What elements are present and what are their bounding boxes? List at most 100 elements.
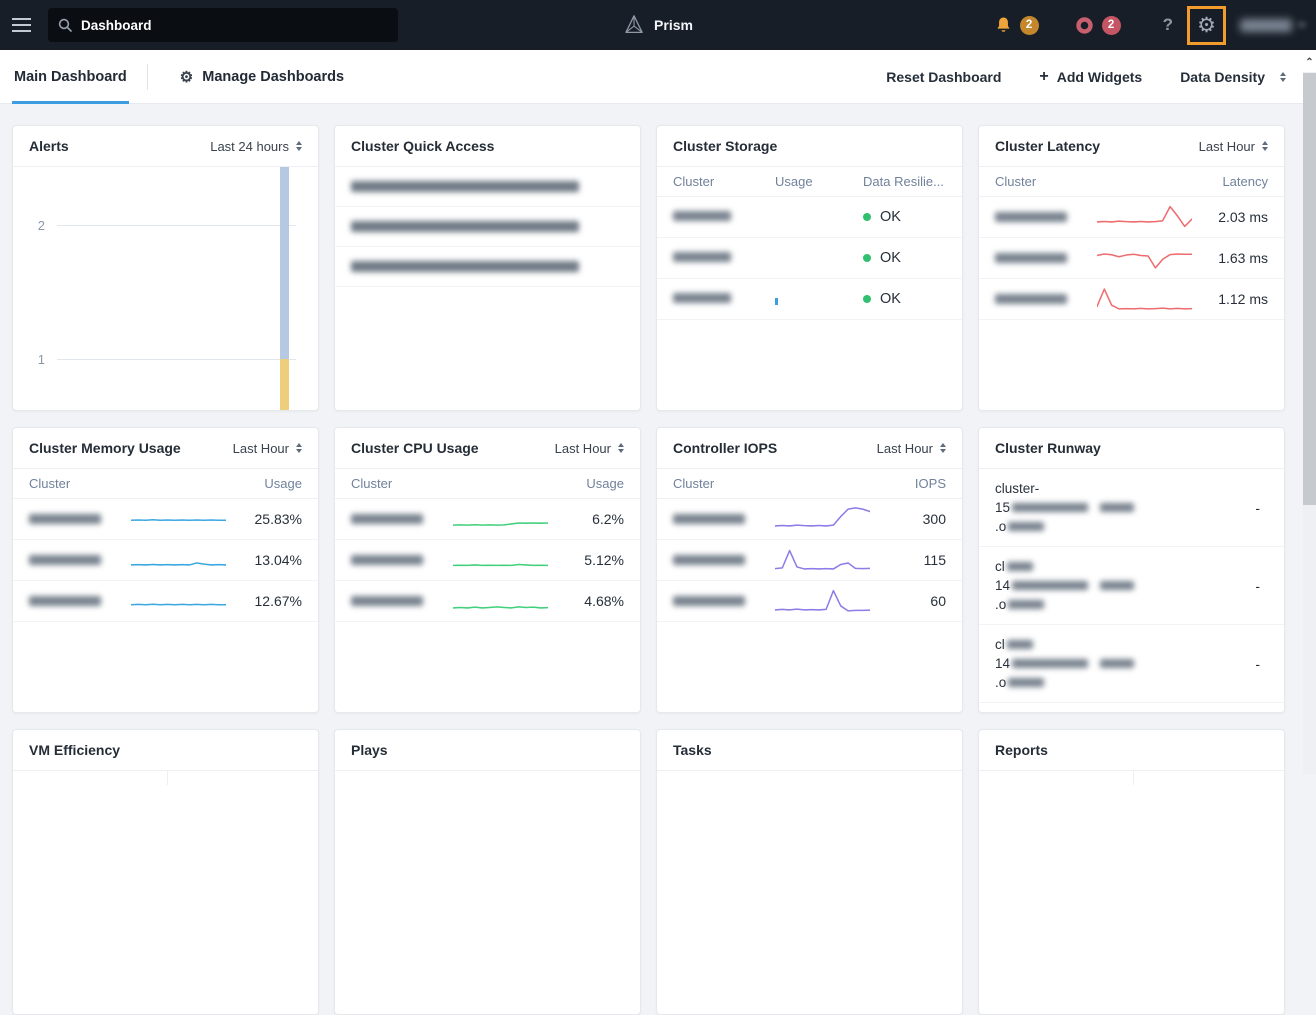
iops-sparkline [775, 507, 870, 527]
table-header: Cluster Latency [979, 167, 1284, 197]
y-tick-2: 2 [37, 218, 45, 233]
table-row: 4.68% [335, 581, 640, 622]
latency-sparkline [1097, 205, 1192, 228]
runway-value: - [1255, 577, 1260, 594]
cluster-link-redacted[interactable] [29, 514, 101, 524]
help-icon[interactable]: ? [1157, 15, 1179, 35]
time-range-value: Last Hour [554, 440, 611, 456]
data-density-button[interactable]: Data Density [1180, 69, 1286, 85]
cluster-link-redacted[interactable] [351, 555, 423, 565]
dashboard-content: Alerts Last 24 hours 2 1 Cluster Quick A… [0, 104, 1316, 1015]
status-text: OK [880, 250, 901, 266]
widget-title: Cluster CPU Usage [351, 440, 479, 456]
tab-manage-dashboards[interactable]: ⚙ Manage Dashboards [178, 50, 346, 104]
alerts-bar-chart: 2 1 [13, 167, 318, 410]
cpu-sparkline [453, 606, 548, 609]
cluster-link-redacted[interactable] [335, 167, 640, 207]
cluster-link-redacted[interactable] [673, 555, 745, 565]
status-ok-dot [863, 295, 871, 303]
widget-cluster-cpu-usage: Cluster CPU Usage Last Hour Cluster Usag… [334, 427, 641, 713]
settings-gear-icon[interactable]: ⚙ [1197, 13, 1216, 37]
latency-time-range-select[interactable]: Last Hour [1199, 139, 1268, 154]
health-count-badge[interactable]: 2 [1101, 15, 1121, 35]
table-row: 1.63 ms [979, 238, 1284, 279]
search-icon [58, 18, 72, 32]
table-row: 300 [657, 499, 962, 540]
chevron-updown-icon [940, 443, 946, 453]
iops-sparkline [775, 549, 870, 570]
alerts-time-range-select[interactable]: Last 24 hours [210, 139, 302, 154]
table-row: 115 [657, 540, 962, 581]
scroll-up-arrow[interactable]: ⌃ [1303, 54, 1316, 72]
alerts-bar-info-segment[interactable] [280, 167, 289, 359]
table-header [13, 771, 318, 785]
app-name: Prism [654, 17, 693, 33]
column-latency: Latency [1222, 174, 1268, 189]
toolbar-actions: Reset Dashboard + Add Widgets Data Densi… [886, 68, 1286, 86]
menu-icon[interactable] [8, 8, 42, 42]
cluster-link-redacted[interactable] [995, 212, 1067, 222]
cluster-link-redacted[interactable] [351, 514, 423, 524]
vertical-scrollbar: ⌃ [1303, 54, 1316, 774]
cluster-link-redacted[interactable] [335, 207, 640, 247]
widget-title: Cluster Storage [673, 138, 778, 154]
reset-dashboard-button[interactable]: Reset Dashboard [886, 69, 1001, 85]
cluster-link-redacted[interactable] [673, 211, 731, 221]
time-range-value: Last Hour [232, 440, 289, 456]
table-row: 25.83% [13, 499, 318, 540]
alerts-count-badge[interactable]: 2 [1019, 15, 1039, 35]
cluster-link-redacted[interactable] [995, 253, 1067, 263]
cluster-link-redacted[interactable] [995, 294, 1067, 304]
column-cluster: Cluster [673, 476, 715, 491]
cluster-link-redacted[interactable] [673, 514, 745, 524]
user-menu[interactable] [1240, 18, 1306, 32]
memory-sparkline [131, 603, 226, 606]
global-search[interactable] [48, 8, 398, 42]
widget-reports: Reports [978, 729, 1285, 1015]
cluster-link-redacted[interactable]: cluster- 15 .o [995, 479, 1135, 536]
gridline [57, 359, 296, 360]
column-usage: Usage [775, 174, 813, 189]
table-header: Cluster Usage Data Resilie... [657, 167, 962, 197]
cluster-link-redacted[interactable] [29, 555, 101, 565]
health-ring-icon[interactable] [1075, 16, 1094, 35]
table-row: OK [657, 238, 962, 279]
scrollbar-thumb[interactable] [1303, 73, 1316, 505]
prism-logo: Prism [623, 0, 693, 50]
cluster-link-redacted[interactable] [673, 293, 731, 303]
cluster-link-redacted[interactable]: cl 14 .o [995, 557, 1135, 614]
top-right-controls: 2 2 ? ⚙ [995, 0, 1306, 50]
tab-main-dashboard[interactable]: Main Dashboard [12, 50, 129, 104]
widget-title: Plays [351, 742, 388, 758]
widget-cluster-latency: Cluster Latency Last Hour Cluster Latenc… [978, 125, 1285, 411]
cluster-link-redacted[interactable] [351, 596, 423, 606]
user-name-redacted [1240, 18, 1292, 32]
widget-title: Cluster Quick Access [351, 138, 495, 154]
column-cluster: Cluster [995, 174, 1037, 189]
memory-time-range-select[interactable]: Last Hour [233, 441, 302, 456]
latency-value: 1.12 ms [1218, 291, 1268, 307]
chevron-updown-icon [1262, 141, 1268, 151]
cpu-value: 5.12% [584, 552, 624, 568]
cpu-time-range-select[interactable]: Last Hour [555, 441, 624, 456]
cluster-link-redacted[interactable] [673, 596, 745, 606]
iops-time-range-select[interactable]: Last Hour [877, 441, 946, 456]
alerts-bell-icon[interactable] [995, 16, 1012, 34]
column-cluster: Cluster [351, 476, 393, 491]
add-widgets-label: Add Widgets [1056, 68, 1143, 85]
widget-title: Controller IOPS [673, 440, 778, 456]
cluster-link-redacted[interactable] [29, 596, 101, 606]
add-widgets-button[interactable]: + Add Widgets [1039, 68, 1142, 86]
chevron-down-icon [1298, 22, 1306, 28]
cluster-link-redacted[interactable]: cl 14 .o [995, 635, 1135, 692]
table-row: 6.2% [335, 499, 640, 540]
memory-value: 12.67% [254, 593, 302, 609]
column-cluster: Cluster [29, 476, 71, 491]
alerts-bar-warning-segment[interactable] [280, 359, 289, 410]
search-input[interactable] [81, 17, 361, 33]
cluster-link-redacted[interactable] [335, 247, 640, 287]
chevron-updown-icon [618, 443, 624, 453]
gridline [57, 225, 296, 226]
cluster-link-redacted[interactable] [673, 252, 731, 262]
table-row: cl 14 .o - [979, 547, 1284, 625]
